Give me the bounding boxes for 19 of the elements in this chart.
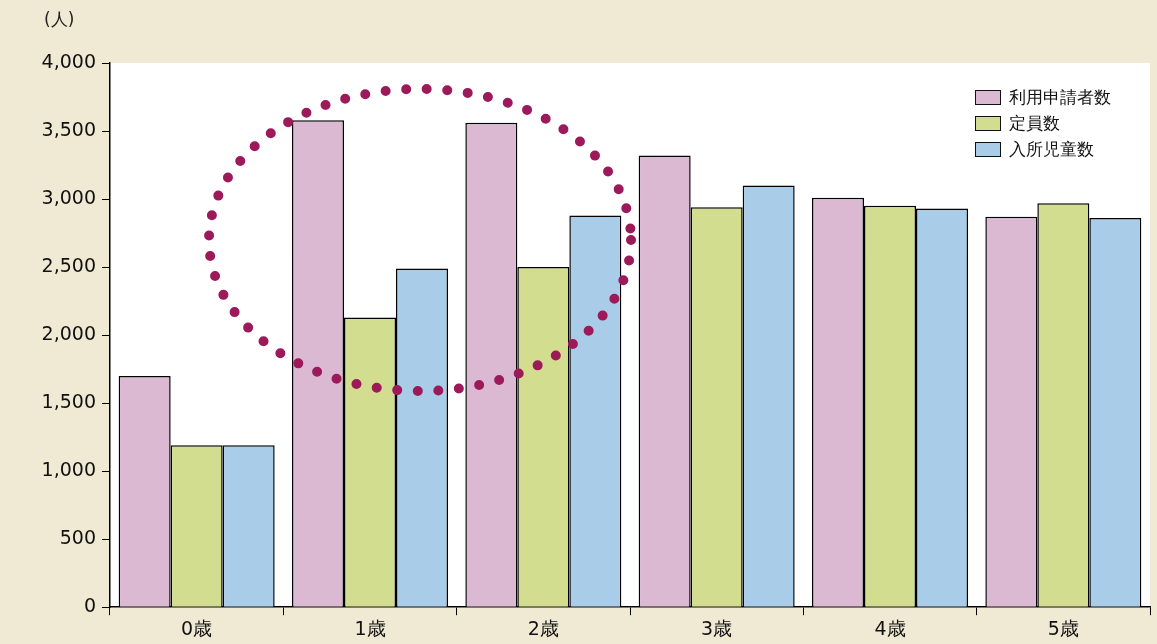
y-tick-label: 3,000 bbox=[41, 185, 96, 208]
y-tick-label: 500 bbox=[59, 526, 96, 549]
x-tick-label: 5歳 bbox=[1047, 616, 1079, 639]
y-tick-label: 0 bbox=[83, 594, 96, 617]
x-tick-label: 3歳 bbox=[701, 616, 733, 639]
x-tick-label: 4歳 bbox=[874, 616, 906, 639]
x-tick-label: 1歳 bbox=[354, 616, 386, 639]
y-tick-label: 1,000 bbox=[41, 458, 96, 481]
legend-label: 入所児童数 bbox=[1008, 138, 1095, 161]
y-axis-title: (人) bbox=[44, 8, 75, 31]
y-tick-label: 2,000 bbox=[41, 322, 96, 345]
y-tick-label: 1,500 bbox=[41, 390, 96, 413]
y-tick-label: 2,500 bbox=[41, 254, 96, 277]
x-tick-label: 2歳 bbox=[527, 616, 559, 639]
y-tick-label: 4,000 bbox=[41, 49, 96, 72]
y-tick-label: 3,500 bbox=[41, 117, 96, 140]
legend-label: 利用申請者数 bbox=[1008, 86, 1111, 109]
x-tick-label: 0歳 bbox=[181, 616, 213, 639]
legend-label: 定員数 bbox=[1008, 112, 1061, 135]
